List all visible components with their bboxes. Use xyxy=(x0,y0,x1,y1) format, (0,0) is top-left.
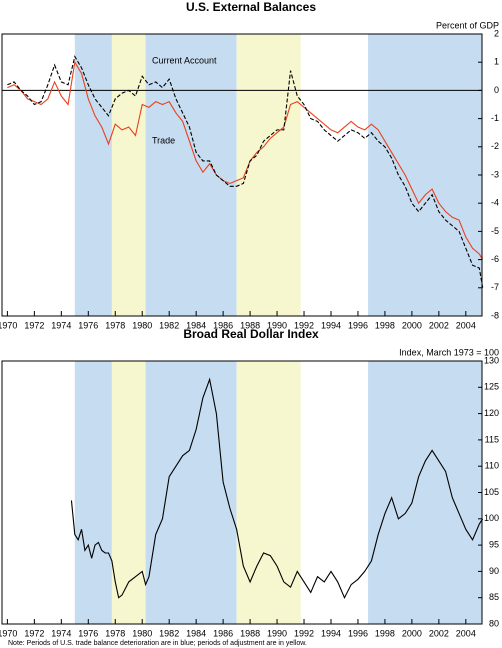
x-tick-label: 1982 xyxy=(159,320,179,330)
y-tick-label: 115 xyxy=(485,434,499,444)
x-tick-label: 1998 xyxy=(375,628,395,638)
x-tick-label: 1978 xyxy=(105,320,125,330)
annotation: Trade xyxy=(152,135,175,145)
y-tick-label: 80 xyxy=(489,618,499,628)
y-tick-label: 1 xyxy=(494,57,499,67)
x-tick-label: 2002 xyxy=(429,628,449,638)
y-axis-label: Percent of GDP xyxy=(436,20,499,30)
y-tick-label: 85 xyxy=(489,592,499,602)
x-tick-label: 1976 xyxy=(78,628,98,638)
x-tick-label: 1970 xyxy=(0,628,17,638)
x-tick-label: 1988 xyxy=(240,320,260,330)
x-tick-label: 2002 xyxy=(429,320,449,330)
x-tick-label: 1972 xyxy=(24,628,44,638)
x-tick-label: 1988 xyxy=(240,628,260,638)
y-tick-label: 95 xyxy=(489,539,499,549)
x-tick-label: 1986 xyxy=(213,628,233,638)
x-tick-label: 1992 xyxy=(294,628,314,638)
plot-frame xyxy=(1,360,483,625)
x-tick-label: 1990 xyxy=(267,628,287,638)
annotation: Current Account xyxy=(152,55,217,65)
plot-frame xyxy=(1,33,483,317)
y-tick-label: -6 xyxy=(491,254,499,264)
note: Note: Periods of U.S. trade balance dete… xyxy=(8,640,307,647)
y-tick-label: 110 xyxy=(485,461,499,471)
x-tick-label: 1980 xyxy=(132,628,152,638)
x-tick-label: 1996 xyxy=(348,320,368,330)
shaded-period xyxy=(145,34,237,316)
x-tick-label: 2000 xyxy=(402,628,422,638)
y-tick-label: -7 xyxy=(491,282,499,292)
data-line xyxy=(7,60,484,260)
x-tick-label: 2004 xyxy=(456,628,476,638)
x-tick-label: 1996 xyxy=(348,628,368,638)
chart-title: Broad Real Dollar Index xyxy=(183,327,319,341)
shaded-period xyxy=(74,361,112,624)
y-tick-label: 105 xyxy=(484,487,499,497)
x-tick-label: 1974 xyxy=(51,628,71,638)
shaded-period xyxy=(145,361,237,624)
data-line xyxy=(7,55,484,288)
x-tick-label: 1974 xyxy=(51,320,71,330)
x-tick-label: 1982 xyxy=(159,628,179,638)
y-tick-label: 100 xyxy=(484,513,499,523)
y-tick-label: -5 xyxy=(491,226,499,236)
y-tick-label: -8 xyxy=(491,310,499,320)
y-axis-label: Index, March 1973 = 100 xyxy=(399,347,499,357)
shaded-period xyxy=(236,34,301,316)
data-line xyxy=(70,377,484,599)
x-tick-label: 1992 xyxy=(294,320,314,330)
x-tick-label: 1970 xyxy=(0,320,17,330)
x-tick-label: 1976 xyxy=(78,320,98,330)
x-tick-label: 1984 xyxy=(186,320,206,330)
x-tick-label: 2004 xyxy=(456,320,476,330)
y-tick-label: 90 xyxy=(489,566,499,576)
x-tick-label: 1990 xyxy=(267,320,287,330)
y-tick-label: 130 xyxy=(484,355,499,365)
y-tick-label: 125 xyxy=(484,382,499,392)
x-tick-label: 1984 xyxy=(186,628,206,638)
x-tick-label: 1998 xyxy=(375,320,395,330)
y-tick-label: 2 xyxy=(494,28,499,38)
shaded-period xyxy=(368,361,482,624)
shaded-period xyxy=(74,34,112,316)
x-tick-label: 1972 xyxy=(24,320,44,330)
shaded-period xyxy=(111,361,146,624)
x-tick-label: 1980 xyxy=(132,320,152,330)
x-tick-label: 1986 xyxy=(213,320,233,330)
x-tick-label: 1994 xyxy=(321,320,341,330)
chart-title: U.S. External Balances xyxy=(186,0,316,14)
x-tick-label: 1978 xyxy=(105,628,125,638)
x-tick-label: 2000 xyxy=(402,320,422,330)
shaded-period xyxy=(368,34,482,316)
shaded-period xyxy=(111,34,146,316)
y-tick-label: 0 xyxy=(494,85,499,95)
y-tick-label: -2 xyxy=(491,141,499,151)
shaded-period xyxy=(236,361,301,624)
y-tick-label: -1 xyxy=(491,113,499,123)
y-tick-label: 120 xyxy=(484,408,499,418)
x-tick-label: 1994 xyxy=(321,628,341,638)
y-tick-label: -4 xyxy=(491,198,499,208)
y-tick-label: -3 xyxy=(491,169,499,179)
